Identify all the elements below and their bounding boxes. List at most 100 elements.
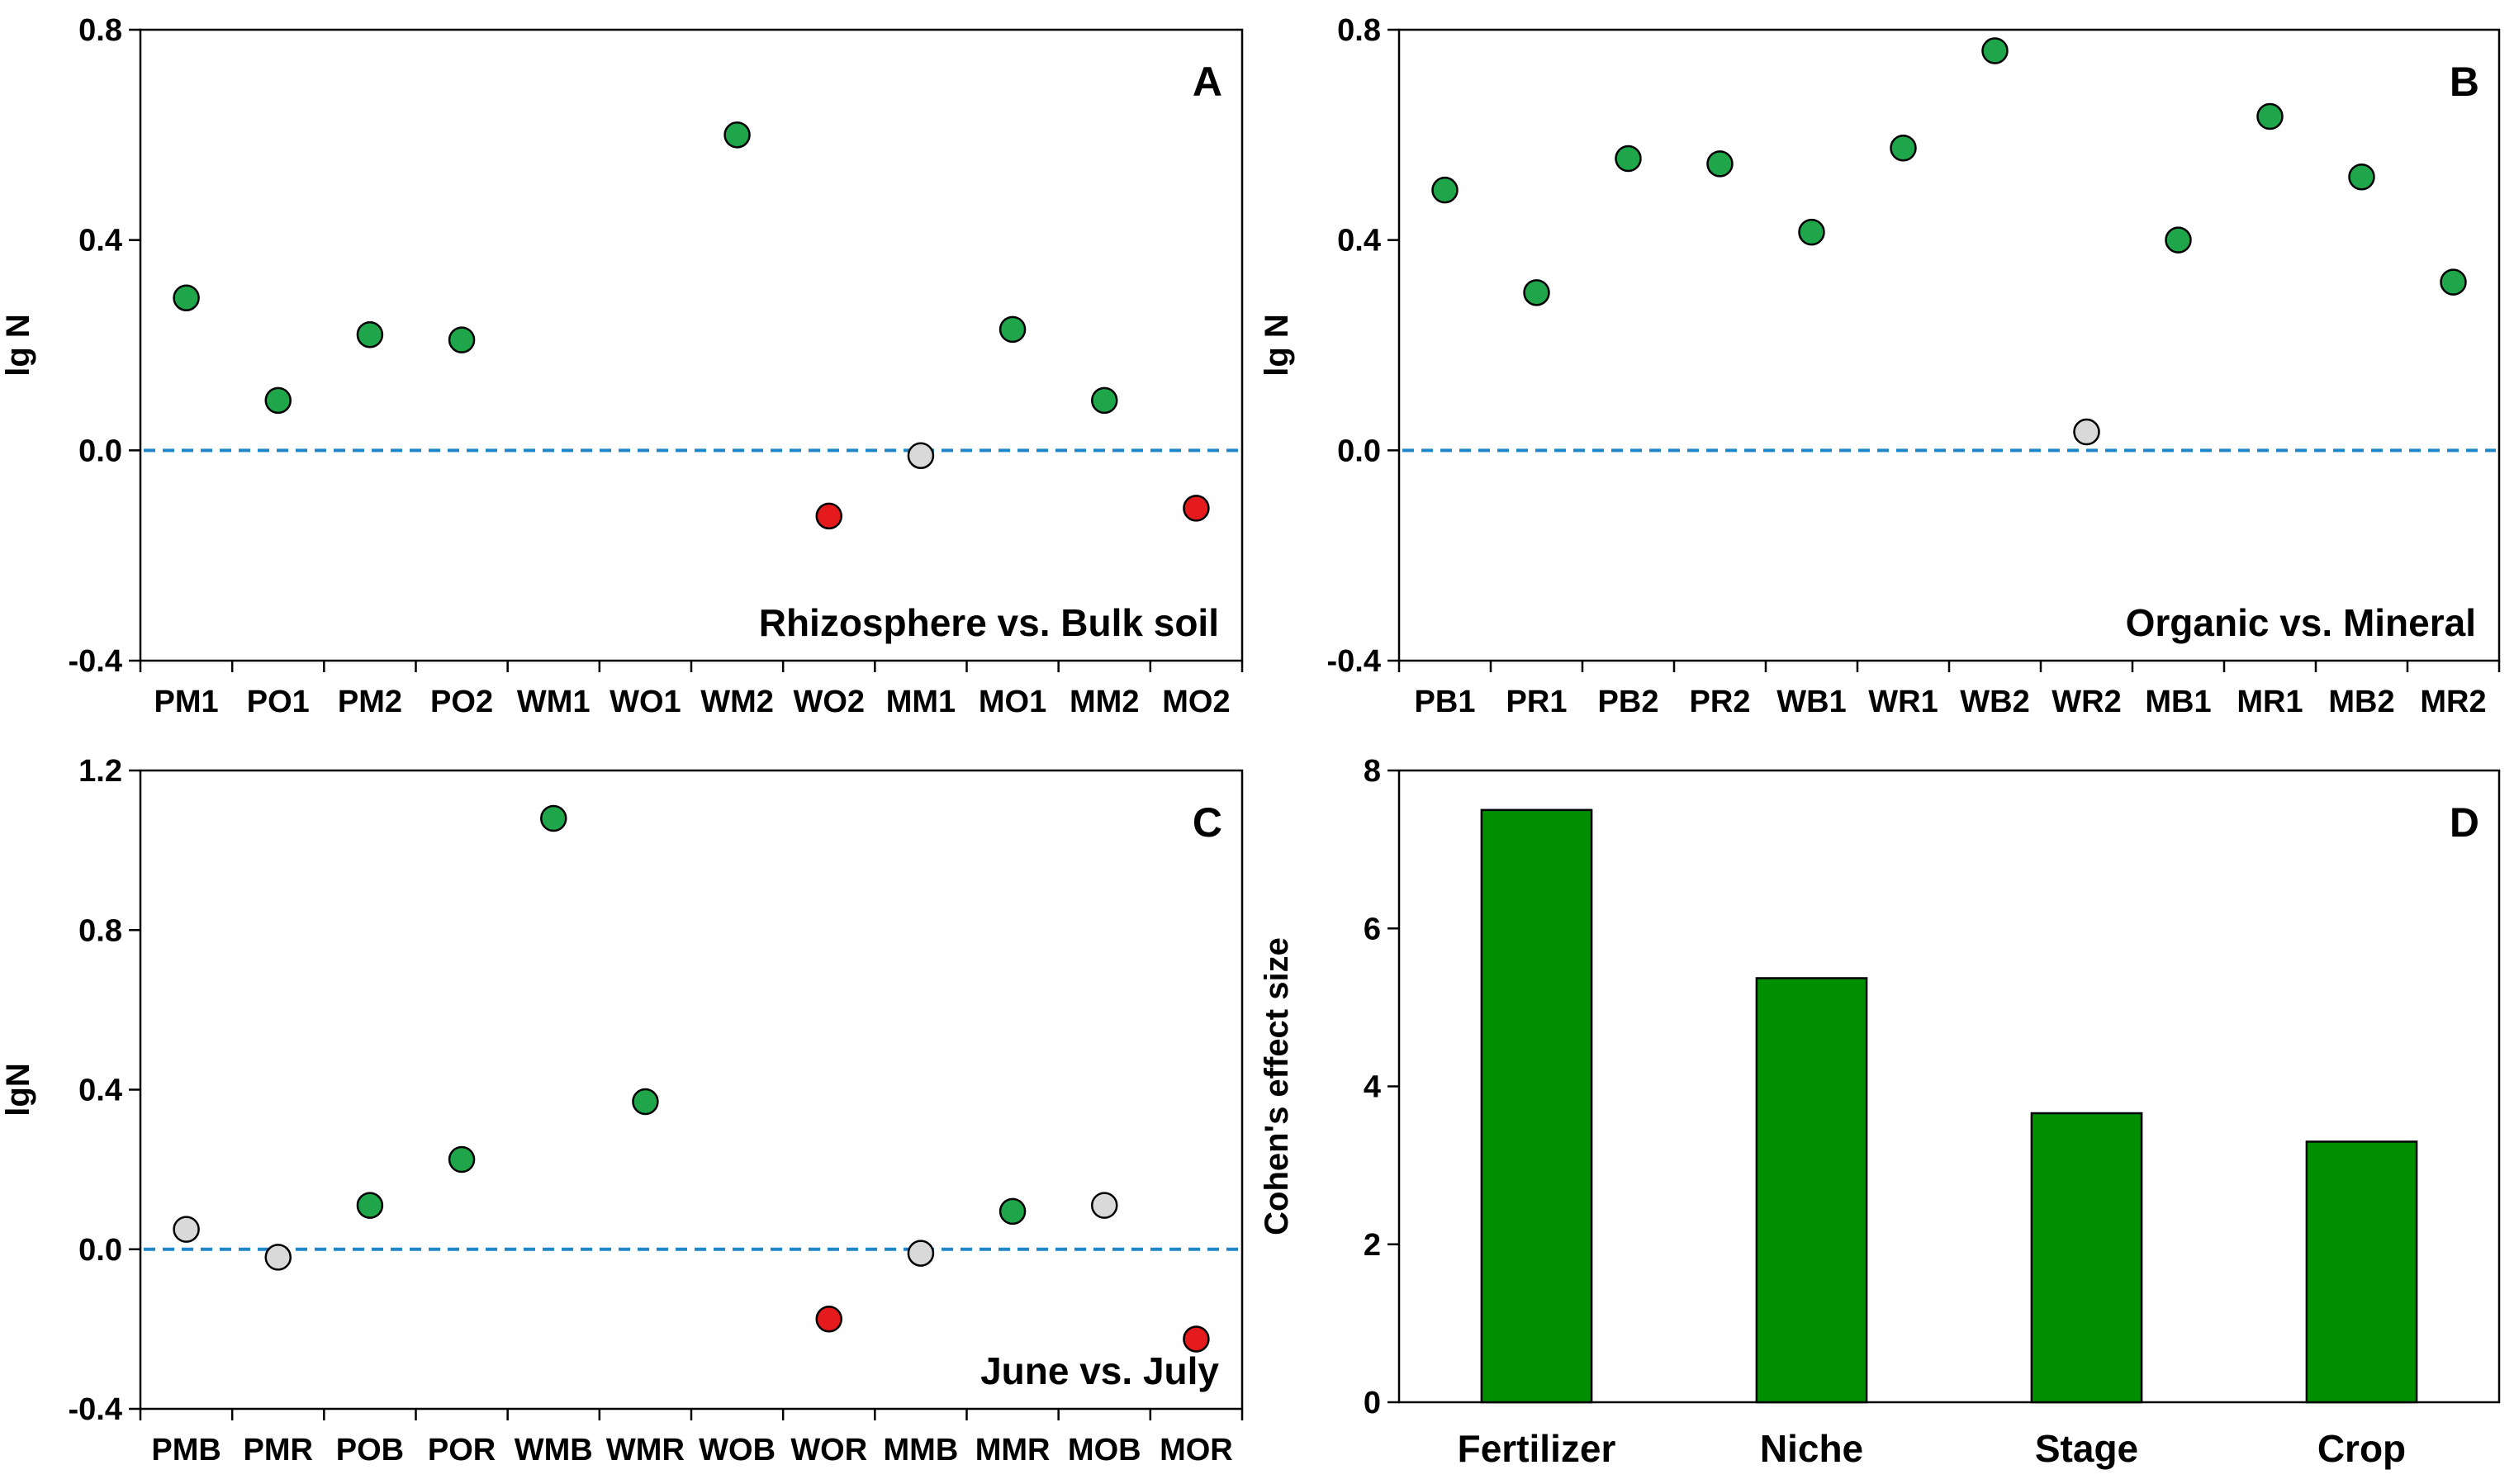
y-tick-label: 0.4 [78, 1074, 122, 1108]
x-tick-label: Crop [2317, 1427, 2406, 1470]
x-tick-label: PO1 [247, 685, 310, 719]
x-tick-label: MO2 [1162, 685, 1230, 719]
data-point-wor [815, 1306, 842, 1333]
data-point-mb1 [2165, 226, 2192, 254]
x-tick-label: WR2 [2052, 685, 2121, 719]
y-tick-label: 0.8 [1337, 13, 1381, 48]
y-tick-label: 1.2 [78, 754, 122, 789]
y-tick-label: 0.0 [78, 434, 122, 468]
panel-c: -0.4 0.0 0.4 0.8 1.2 lgN C PMB PMR POB POR WMB WMR WO… [0, 754, 1244, 1467]
data-point-pmb [173, 1216, 200, 1243]
data-point-wb1 [1798, 218, 1825, 246]
data-point-pob [356, 1192, 384, 1219]
data-point-wo2 [815, 502, 842, 530]
y-tick-label: -0.4 [1327, 644, 1381, 679]
plot-frame [139, 769, 1244, 1411]
y-tick-label: 0.4 [78, 224, 122, 258]
y-tick-label: 0.8 [78, 913, 122, 948]
data-point-wmb [540, 804, 567, 832]
data-point-mmr [998, 1197, 1027, 1226]
y-tick-label: 0.4 [1337, 224, 1381, 258]
panel-label: C [1193, 799, 1222, 846]
y-tick-label: -0.4 [69, 1392, 122, 1427]
y-tick-label: 2 [1364, 1228, 1381, 1263]
data-point-pr2 [1706, 150, 1734, 178]
x-tick-label: PM2 [338, 685, 402, 719]
x-tick-label: MB2 [2328, 685, 2394, 719]
x-tick-label: MM2 [1070, 685, 1139, 719]
x-tick-label: Niche [1760, 1427, 1863, 1470]
x-tick-label: PO2 [430, 685, 493, 719]
x-tick-label: Fertilizer [1458, 1427, 1616, 1470]
data-point-pb1 [1431, 176, 1459, 204]
data-point-po2 [448, 326, 476, 353]
x-tick-label: POR [428, 1433, 496, 1467]
x-tick-label: WB2 [1960, 685, 2029, 719]
plot-frame [1397, 28, 2501, 662]
y-tick-label: 4 [1364, 1070, 1381, 1105]
x-tick-label: PM1 [154, 685, 219, 719]
bar-niche [1755, 977, 1868, 1404]
data-point-pm2 [356, 321, 384, 348]
data-point-mb2 [2348, 164, 2375, 191]
x-tick-label: MOB [1068, 1433, 1141, 1467]
x-tick-label: WMR [606, 1433, 685, 1467]
data-point-wb2 [1981, 37, 2009, 64]
data-point-mor [1183, 1325, 1210, 1353]
x-tick-label: WM2 [700, 685, 774, 719]
panel-d: 0 2 4 6 8 Cohen's effect size D Fertilizer Niche… [1259, 754, 2501, 1470]
panel-a: -0.4 0.0 0.4 0.8 lg N A PM1 PO1 PM2 PO2 WM1 WO1 WM2 W… [0, 13, 1244, 719]
x-tick-label: MM1 [886, 685, 956, 719]
y-tick-label: -0.4 [69, 644, 122, 679]
y-tick-label: 8 [1364, 754, 1381, 789]
data-point-pb2 [1615, 145, 1642, 173]
panel-label: D [2450, 799, 2479, 846]
y-tick-label: 6 [1364, 912, 1381, 946]
bar-stage [2030, 1112, 2143, 1404]
y-axis-label: lg N [0, 314, 36, 377]
x-tick-label: WOB [699, 1433, 776, 1467]
data-point-wm2 [723, 121, 751, 149]
x-tick-label: PB1 [1415, 685, 1476, 719]
data-point-wr2 [2073, 418, 2100, 446]
data-point-mo2 [1183, 495, 1210, 522]
bar-crop [2305, 1140, 2418, 1404]
x-tick-label: WO1 [610, 685, 681, 719]
x-tick-label: MB1 [2145, 685, 2211, 719]
x-tick-label: Stage [2035, 1427, 2138, 1470]
x-tick-label: WOR [790, 1433, 867, 1467]
x-tick-label: PMB [151, 1433, 221, 1467]
x-tick-label: WM1 [517, 685, 591, 719]
x-tick-label: PR1 [1506, 685, 1568, 719]
comparison-annotation: Rhizosphere vs. Bulk soil [759, 601, 1219, 644]
data-point-por [448, 1145, 476, 1173]
x-tick-label: MMR [975, 1433, 1051, 1467]
x-tick-label: PR2 [1690, 685, 1751, 719]
data-point-pr1 [1523, 279, 1550, 306]
data-point-wmr [632, 1088, 659, 1116]
data-point-mob [1091, 1192, 1118, 1219]
data-point-mm1 [907, 442, 935, 469]
plot-frame [139, 28, 1244, 662]
x-tick-label: PB2 [1598, 685, 1659, 719]
data-point-pm1 [173, 284, 200, 311]
x-tick-label: MR1 [2237, 685, 2303, 719]
data-point-wr1 [1890, 135, 1917, 162]
data-point-po1 [264, 386, 292, 415]
comparison-annotation: Organic vs. Mineral [2126, 601, 2476, 644]
y-tick-label: 0.0 [78, 1233, 122, 1268]
y-tick-label: 0.0 [1337, 434, 1381, 468]
data-point-mo1 [998, 315, 1027, 344]
panel-b: -0.4 0.0 0.4 0.8 lg N B PB1 PR1 PB2 PR2 WB1 WR1 WB2 W… [1259, 13, 2501, 719]
y-tick-label: 0.8 [78, 13, 122, 48]
y-axis-label: lg N [1259, 314, 1295, 377]
x-tick-label: MR2 [2420, 685, 2486, 719]
data-point-pmr [264, 1244, 292, 1271]
x-tick-label: WR1 [1868, 685, 1938, 719]
panel-label: A [1193, 59, 1222, 105]
x-tick-label: MOR [1160, 1433, 1233, 1467]
data-point-mr2 [2440, 268, 2467, 296]
x-tick-label: WO2 [793, 685, 865, 719]
x-tick-label: MMB [884, 1433, 959, 1467]
